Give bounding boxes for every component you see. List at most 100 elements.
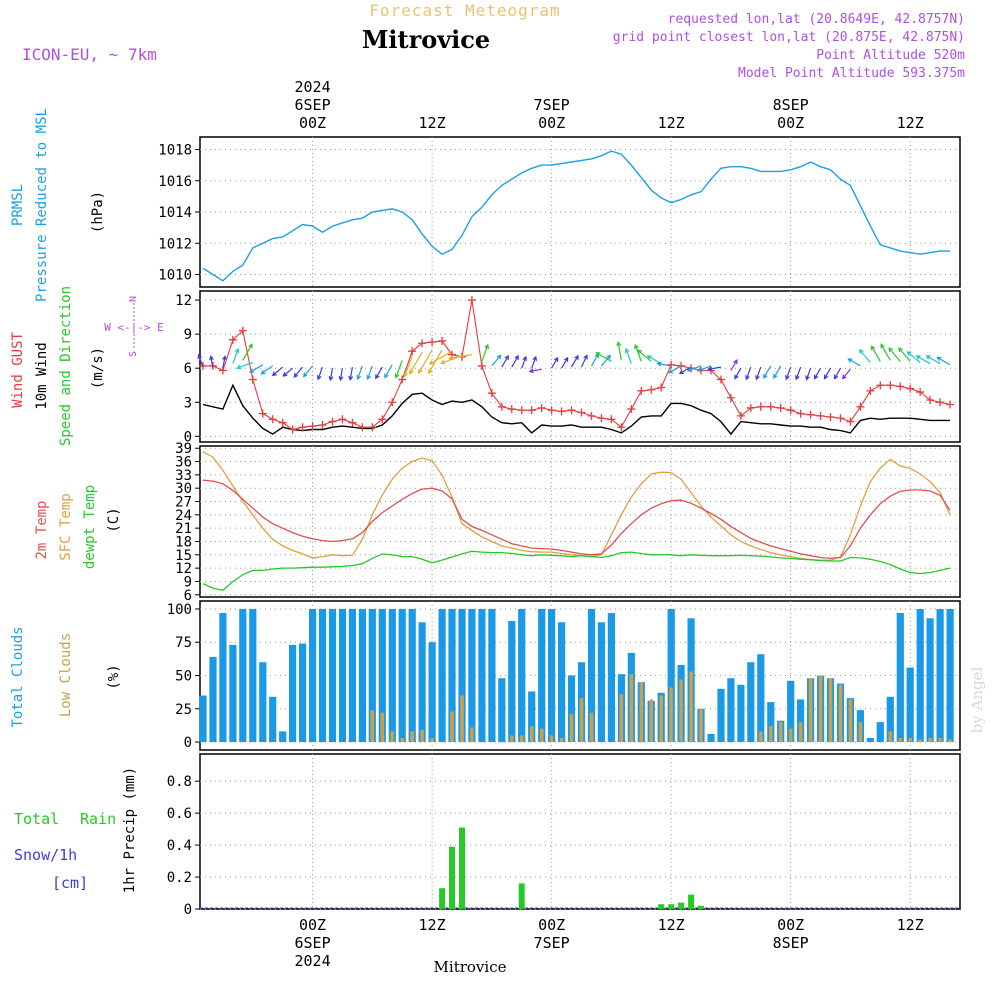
- gust-marker: [368, 423, 377, 432]
- ytick-label-temp-3: 15: [175, 548, 192, 564]
- gust-marker: [567, 406, 576, 415]
- total-cloud-bar: [229, 644, 237, 742]
- gust-marker: [308, 422, 317, 431]
- total-cloud-bar: [368, 609, 376, 742]
- wind-direction-arrow: [925, 355, 941, 365]
- bottom-time-label-0-0: 00Z: [299, 916, 326, 934]
- rain-bar: [439, 888, 446, 909]
- wind-direction-arrow: [906, 351, 921, 363]
- gust-marker: [667, 360, 676, 369]
- pressure-line: [202, 150, 950, 282]
- rain-bar: [658, 904, 665, 909]
- wind-direction-arrow: [814, 367, 822, 380]
- wind-direction-arrow: [328, 368, 334, 382]
- total-cloud-bar: [866, 738, 874, 742]
- wind-direction-arrow: [222, 355, 227, 369]
- rain-bar: [518, 883, 525, 909]
- gust-marker: [836, 414, 845, 423]
- wind-direction-arrow: [481, 343, 489, 362]
- low-cloud-bar: [390, 731, 394, 742]
- wind-direction-arrow: [356, 365, 363, 381]
- total-cloud-bar: [358, 609, 366, 742]
- total-cloud-bar: [498, 678, 506, 743]
- wind-direction-arrow: [338, 368, 344, 382]
- bottom-time-label-5-0: 12Z: [897, 916, 924, 934]
- wind-direction-arrow: [394, 360, 403, 379]
- wind-direction-arrow: [570, 354, 579, 368]
- low-cloud-bar: [380, 712, 385, 743]
- bottom-time-label-2-1: 7SEP: [534, 934, 570, 952]
- total-cloud-bar: [667, 609, 675, 742]
- low-cloud-bar: [928, 738, 932, 742]
- wind-direction-arrow: [616, 340, 622, 361]
- panel-frame-precip: [199, 753, 961, 910]
- total-cloud-bar: [348, 609, 356, 742]
- point-altitude: Point Altitude 520m: [816, 48, 965, 63]
- wind-direction-arrow: [197, 353, 204, 368]
- total-cloud-bar: [488, 609, 496, 742]
- ytick-label-clouds-0: 0: [184, 735, 192, 751]
- bottom-time-label-0-2: 2024: [294, 952, 330, 970]
- total-cloud-bar: [896, 613, 904, 742]
- low-cloud-bar: [510, 735, 514, 743]
- low-cloud-bar: [679, 679, 683, 742]
- ytick-label-clouds-4: 100: [167, 602, 192, 618]
- gust-marker: [806, 410, 815, 419]
- ytick-label-wind-3: 9: [184, 327, 192, 343]
- wind-direction-arrow: [348, 366, 354, 382]
- top-time-label-0-2: 00Z: [299, 114, 326, 132]
- wind-direction-arrow: [590, 352, 600, 367]
- total-cloud-bar: [318, 609, 327, 742]
- low-cloud-bar: [908, 738, 912, 742]
- wind-direction-arrow: [418, 349, 433, 374]
- low-cloud-bar: [808, 678, 813, 743]
- gust-marker: [916, 388, 925, 397]
- top-time-label-4-0: 8SEP: [773, 96, 809, 114]
- gust-marker: [726, 393, 735, 402]
- low-cloud-bar: [649, 699, 653, 742]
- wind-direction-arrow: [521, 355, 527, 369]
- low-cloud-bar: [898, 738, 902, 742]
- wind-direction-arrow: [763, 365, 772, 379]
- wind-direction-arrow: [242, 343, 253, 361]
- total-cloud-bar: [548, 609, 556, 742]
- gust-marker: [418, 339, 427, 348]
- total-cloud-bar: [906, 667, 914, 742]
- total-cloud-bar: [249, 609, 257, 742]
- total-cloud-bar: [199, 695, 207, 743]
- top-time-label-2-0: 7SEP: [534, 96, 570, 114]
- total-cloud-bar: [797, 699, 805, 742]
- gust-marker: [796, 409, 805, 418]
- wind-direction-arrow: [936, 356, 951, 366]
- temp-unit: (C): [106, 507, 122, 532]
- ytick-label-pressure-0: 1010: [158, 268, 192, 284]
- total-cloud-bar: [299, 643, 307, 742]
- precip-snow-label: Snow/1h: [14, 846, 77, 864]
- wind-direction-arrow: [634, 343, 642, 362]
- 2m-temp-line: [202, 479, 951, 560]
- panel-frame-wind: [199, 290, 961, 443]
- gust-marker: [647, 385, 656, 394]
- rain-bar: [459, 827, 465, 909]
- low-cloud-bar: [410, 731, 414, 742]
- gust-marker: [587, 411, 596, 420]
- low-cloud-bar: [818, 675, 823, 742]
- wind-direction-arrow: [833, 367, 842, 380]
- total-cloud-bar: [508, 621, 516, 743]
- bottom-time-label-3-0: 12Z: [658, 916, 685, 934]
- gust-marker: [288, 425, 297, 434]
- temp-dew-label: dewpt Temp: [82, 485, 98, 569]
- total-cloud-bar: [269, 696, 277, 742]
- wind-direction-arrow: [678, 366, 692, 375]
- wind-direction-arrow: [656, 361, 672, 367]
- gust-marker: [786, 406, 795, 415]
- gust-marker: [477, 361, 486, 370]
- gust-marker: [408, 347, 417, 356]
- compass-north-label: N: [128, 296, 139, 302]
- low-cloud-bar: [450, 711, 454, 742]
- panel-frame-temp: [199, 445, 961, 598]
- gust-marker: [378, 415, 387, 424]
- low-cloud-bar: [669, 687, 673, 742]
- wind-direction-arrow: [384, 364, 393, 379]
- low-cloud-bar: [539, 728, 544, 742]
